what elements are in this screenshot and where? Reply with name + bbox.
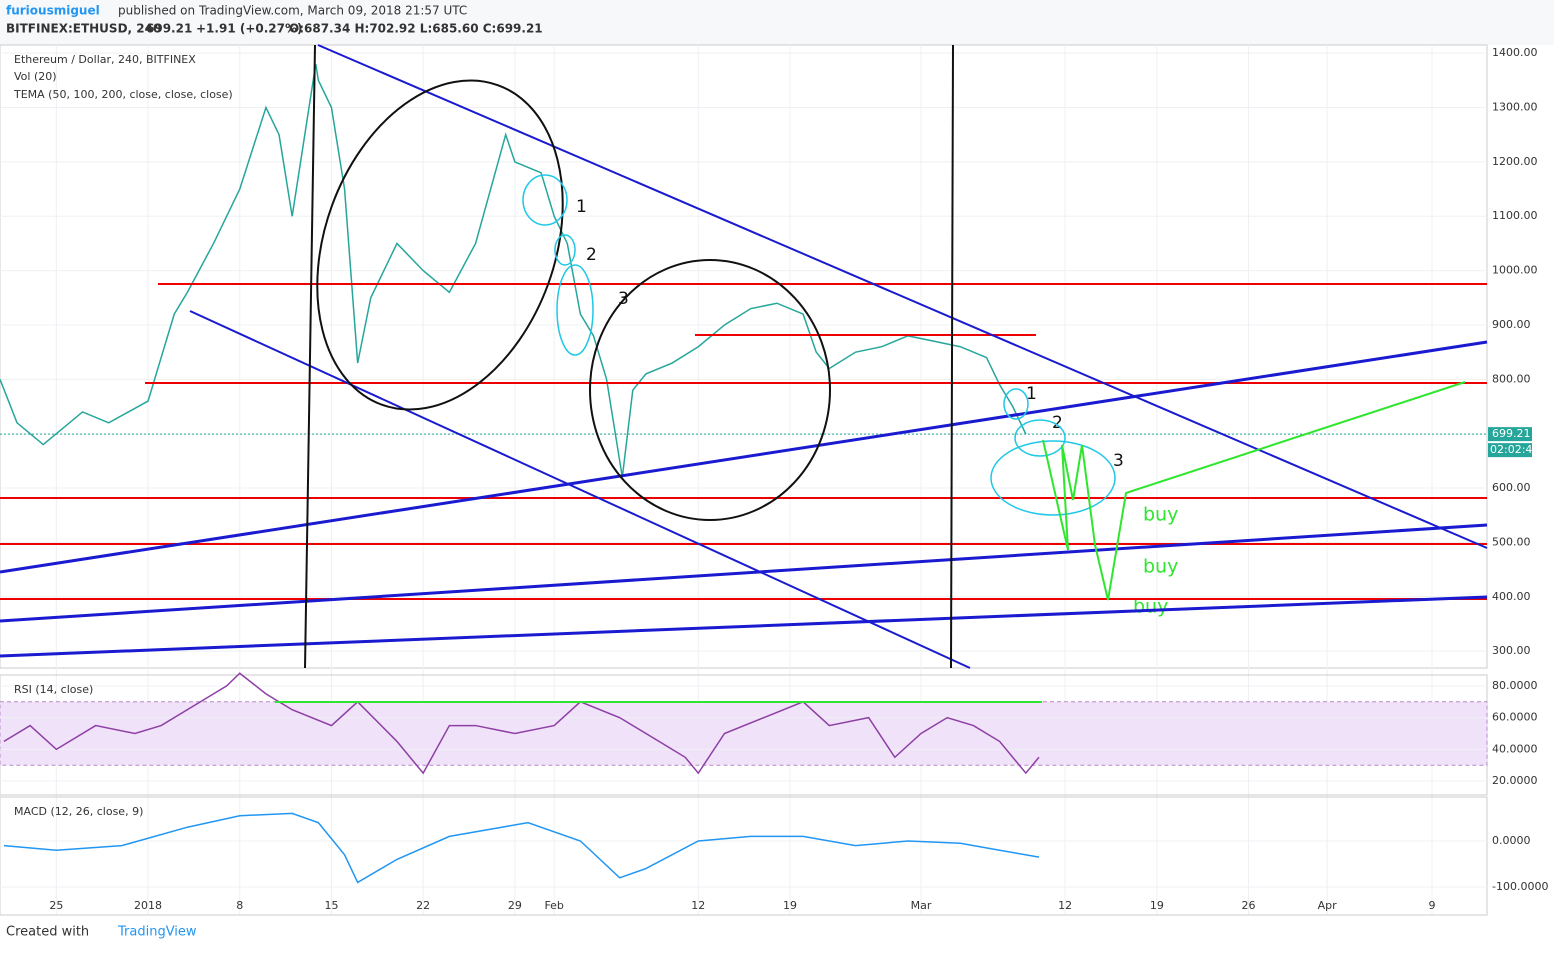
annotation: 2 <box>586 245 597 265</box>
header-bg <box>0 0 1554 45</box>
series-line <box>0 63 1027 478</box>
pane <box>0 796 1488 916</box>
annotation: 3 <box>1113 451 1124 471</box>
y-tick-label: 400.00 <box>1492 590 1531 603</box>
countdown-bg <box>1488 443 1532 458</box>
pane-title: MACD (12, 26, close, 9) <box>14 805 143 818</box>
symbol: BITFINEX:ETHUSD, 240 <box>6 22 161 36</box>
x-tick-label: 12 <box>1058 899 1072 912</box>
y-tick-label: 900.00 <box>1492 318 1531 331</box>
footer-brand[interactable]: TradingView <box>117 925 197 940</box>
y-tick-label: 20.0000 <box>1492 774 1538 787</box>
price-tag-bg <box>1488 427 1532 442</box>
pane <box>0 44 1488 669</box>
y-tick-label: 0.0000 <box>1492 834 1531 847</box>
annotation: buy <box>1143 504 1178 526</box>
annotation: 2 <box>1052 413 1063 433</box>
x-tick-label: 19 <box>783 899 797 912</box>
y-tick-label: -100.0000 <box>1492 880 1548 893</box>
x-tick-label: 25 <box>49 899 63 912</box>
annotation: buy <box>1143 556 1178 578</box>
y-tick-label: 600.00 <box>1492 481 1531 494</box>
x-tick-label: 12 <box>691 899 705 912</box>
x-tick-label: 15 <box>324 899 338 912</box>
series-line <box>3 812 1040 884</box>
y-tick-label: 60.0000 <box>1492 711 1538 724</box>
pane-title: RSI (14, close) <box>14 683 93 696</box>
y-tick-label: 1300.00 <box>1492 101 1538 114</box>
pane-title: Ethereum / Dollar, 240, BITFINEX <box>14 53 196 66</box>
x-tick-label: 29 <box>508 899 522 912</box>
drawings <box>0 44 1488 703</box>
y-tick-label: 1400.00 <box>1492 46 1538 59</box>
x-tick-label: 22 <box>416 899 430 912</box>
indicator-label: TEMA (50, 100, 200, close, close, close) <box>13 88 233 101</box>
x-tick-label: 9 <box>1428 899 1435 912</box>
y-tick-label: 800.00 <box>1492 372 1531 385</box>
author[interactable]: furiousmiguel <box>6 4 100 18</box>
x-tick-label: Apr <box>1318 899 1338 912</box>
x-tick-label: 19 <box>1150 899 1164 912</box>
annotation: 1 <box>1026 384 1037 404</box>
change: +1.91 (+0.27%) <box>196 22 303 36</box>
x-tick-label: 8 <box>236 899 243 912</box>
y-tick-label: 1100.00 <box>1492 209 1538 222</box>
y-tick-label: 1000.00 <box>1492 264 1538 277</box>
y-tick-label: 40.0000 <box>1492 742 1538 755</box>
x-tick-label: Mar <box>911 899 932 912</box>
y-tick-label: 80.0000 <box>1492 679 1538 692</box>
y-tick-label: 1200.00 <box>1492 155 1538 168</box>
panes: 300.00400.00500.00600.00700.00800.00900.… <box>0 44 1548 916</box>
x-tick-label: Feb <box>544 899 563 912</box>
published: published on TradingView.com, March 09, … <box>118 4 467 18</box>
annotation: 1 <box>576 197 587 217</box>
y-tick-label: 300.00 <box>1492 644 1531 657</box>
x-tick-label: 26 <box>1242 899 1256 912</box>
x-tick-label: 2018 <box>134 899 162 912</box>
volume-label: Vol (20) <box>14 70 57 83</box>
rsi-band <box>0 701 1488 766</box>
footer-text: Created with <box>6 925 89 940</box>
price-tag: 699.21 <box>1492 427 1531 440</box>
price: 699.21 <box>146 22 192 36</box>
ohlc: O:687.34 H:702.92 L:685.60 C:699.21 <box>289 22 543 36</box>
series-line <box>3 672 1040 775</box>
countdown: 02:02:47 <box>1490 443 1539 456</box>
y-tick-label: 500.00 <box>1492 535 1531 548</box>
